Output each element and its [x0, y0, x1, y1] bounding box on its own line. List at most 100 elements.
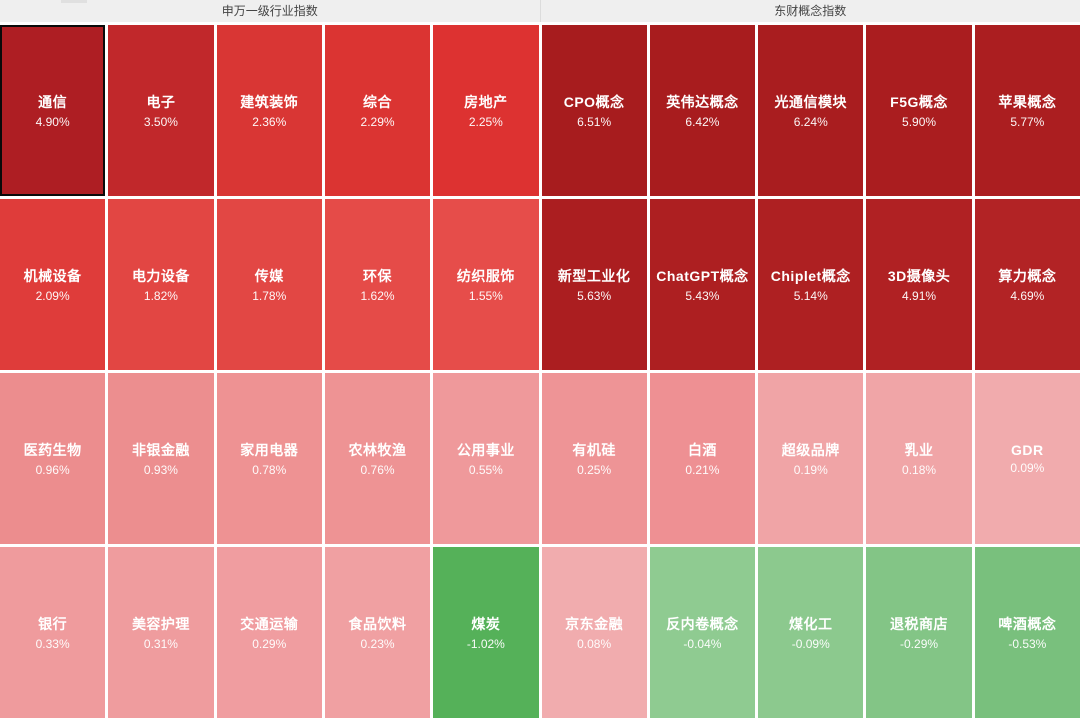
heatmap-cell[interactable]: 房地产 2.25% — [433, 25, 539, 196]
cell-value: 6.51% — [577, 115, 612, 129]
cell-value: 0.25% — [577, 463, 612, 477]
cell-name: 乳业 — [904, 442, 934, 458]
heatmap-cell[interactable]: 交通运输 0.29% — [216, 547, 322, 718]
heatmap-cell[interactable]: 纺织服饰 1.55% — [433, 199, 539, 370]
cell-name: 交通运输 — [240, 616, 299, 632]
heatmap-cell[interactable]: 退税商店 -0.29% — [866, 547, 972, 718]
heatmap-cell[interactable]: 医药生物 0.96% — [0, 373, 106, 544]
cell-value: 1.78% — [252, 289, 287, 303]
cell-name: 英伟达概念 — [666, 94, 739, 110]
cell-name: 新型工业化 — [557, 268, 631, 284]
heatmap-cell[interactable]: 通信 4.90% — [0, 25, 106, 196]
cell-name: 房地产 — [464, 94, 508, 110]
heatmap-cell[interactable]: 乳业 0.18% — [866, 373, 972, 544]
cell-name: 美容护理 — [131, 616, 190, 632]
cell-name: 啤酒概念 — [998, 616, 1057, 632]
cell-value: 4.90% — [35, 115, 70, 129]
heatmap-cell[interactable]: 新型工业化 5.63% — [541, 199, 647, 370]
section-header-bar: 申万一级行业指数 东财概念指数 — [0, 0, 1080, 22]
cell-name: 京东金融 — [565, 616, 624, 632]
heatmap-cell[interactable]: 家用电器 0.78% — [216, 373, 322, 544]
heatmap-cell[interactable]: 食品饮料 0.23% — [324, 547, 431, 718]
heatmap-cell[interactable]: 啤酒概念 -0.53% — [974, 547, 1080, 718]
cell-value: 0.09% — [1010, 461, 1045, 475]
cell-value: 5.43% — [685, 289, 720, 303]
heatmap-cell[interactable]: 英伟达概念 6.42% — [649, 25, 756, 196]
cell-value: 3.50% — [143, 115, 178, 129]
heatmap-cell[interactable]: 京东金融 0.08% — [541, 547, 647, 718]
cell-name: Chiplet概念 — [770, 268, 851, 284]
cell-value: 2.36% — [252, 115, 287, 129]
heatmap-cell[interactable]: GDR 0.09% — [974, 373, 1080, 544]
cell-name: 医药生物 — [23, 442, 82, 458]
cell-value: 1.82% — [143, 289, 178, 303]
cell-name: 电子 — [146, 94, 176, 110]
cell-value: 0.76% — [360, 463, 395, 477]
cell-name: ChatGPT概念 — [656, 268, 749, 284]
heatmap-cell[interactable]: CPO概念 6.51% — [541, 25, 647, 196]
cell-name: 传媒 — [254, 268, 284, 284]
heatmap-cell[interactable]: 有机硅 0.25% — [541, 373, 647, 544]
cell-value: 0.96% — [35, 463, 70, 477]
cell-value: 5.90% — [902, 115, 937, 129]
heatmap-cell[interactable]: 电力设备 1.82% — [108, 199, 214, 370]
cell-name: 综合 — [363, 94, 393, 110]
heatmap-cell[interactable]: 综合 2.29% — [324, 25, 431, 196]
cell-name: 退税商店 — [890, 616, 949, 632]
cell-value: 2.29% — [360, 115, 395, 129]
cell-value: 0.33% — [35, 637, 70, 651]
top-notch-decoration — [61, 0, 87, 3]
cell-value: 0.31% — [143, 637, 178, 651]
cell-name: 机械设备 — [23, 268, 82, 284]
heatmap-cell[interactable]: 农林牧渔 0.76% — [324, 373, 431, 544]
cell-value: 2.25% — [468, 115, 503, 129]
heatmap-cell[interactable]: 机械设备 2.09% — [0, 199, 106, 370]
cell-value: 1.55% — [468, 289, 503, 303]
cell-value: 0.08% — [577, 637, 612, 651]
cell-name: 电力设备 — [131, 268, 190, 284]
heatmap-cell[interactable]: 算力概念 4.69% — [974, 199, 1080, 370]
heatmap-cell[interactable]: 煤化工 -0.09% — [758, 547, 864, 718]
cell-name: 非银金融 — [131, 442, 190, 458]
heatmap-cell[interactable]: 超级品牌 0.19% — [758, 373, 864, 544]
heatmap-cell[interactable]: 建筑装饰 2.36% — [216, 25, 322, 196]
cell-value: -0.53% — [1008, 637, 1047, 651]
heatmap-cell[interactable]: ChatGPT概念 5.43% — [649, 199, 756, 370]
heatmap-cell[interactable]: F5G概念 5.90% — [866, 25, 972, 196]
heatmap-cell[interactable]: 反内卷概念 -0.04% — [649, 547, 756, 718]
cell-value: -0.04% — [683, 637, 722, 651]
heatmap-cell[interactable]: Chiplet概念 5.14% — [758, 199, 864, 370]
cell-name: 食品饮料 — [348, 616, 407, 632]
cell-name: 算力概念 — [998, 268, 1057, 284]
cell-name: GDR — [1011, 442, 1044, 458]
heatmap-cell[interactable]: 苹果概念 5.77% — [974, 25, 1080, 196]
cell-value: 0.78% — [252, 463, 287, 477]
cell-name: 光通信模块 — [774, 94, 847, 110]
cell-value: 0.55% — [468, 463, 503, 477]
cell-name: 反内卷概念 — [666, 616, 739, 632]
heatmap-cell[interactable]: 银行 0.33% — [0, 547, 106, 718]
cell-value: 0.23% — [360, 637, 395, 651]
cell-value: 0.21% — [685, 463, 720, 477]
heatmap-cell[interactable]: 传媒 1.78% — [216, 199, 322, 370]
heatmap-cell[interactable]: 电子 3.50% — [108, 25, 214, 196]
heatmap-cell[interactable]: 煤炭 -1.02% — [433, 547, 539, 718]
heatmap-cell[interactable]: 非银金融 0.93% — [108, 373, 214, 544]
cell-name: 环保 — [363, 268, 393, 284]
cell-value: 5.14% — [793, 289, 828, 303]
heatmap-cell[interactable]: 光通信模块 6.24% — [758, 25, 864, 196]
cell-name: CPO概念 — [563, 94, 625, 110]
heatmap-grid: 通信 4.90% 电子 3.50% 建筑装饰 2.36% 综合 2.29% 房地产 2.25% CP… — [0, 25, 1080, 718]
heatmap-cell[interactable]: 环保 1.62% — [324, 199, 431, 370]
cell-name: 煤炭 — [471, 616, 501, 632]
cell-value: 5.63% — [577, 289, 612, 303]
section-title-concept: 东财概念指数 — [774, 4, 847, 18]
heatmap-cell[interactable]: 美容护理 0.31% — [108, 547, 214, 718]
heatmap-cell[interactable]: 3D摄像头 4.91% — [866, 199, 972, 370]
cell-value: 4.69% — [1010, 289, 1045, 303]
heatmap-cell[interactable]: 公用事业 0.55% — [433, 373, 539, 544]
heatmap-cell[interactable]: 白酒 0.21% — [649, 373, 756, 544]
cell-value: 0.19% — [793, 463, 828, 477]
cell-name: 纺织服饰 — [456, 268, 515, 284]
